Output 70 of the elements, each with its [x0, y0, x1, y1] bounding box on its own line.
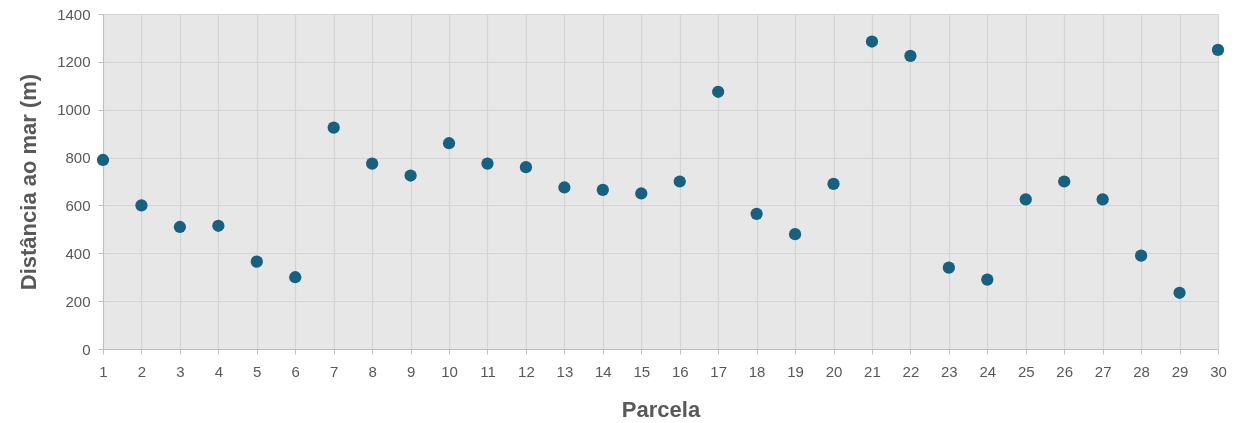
point — [1211, 43, 1225, 56]
x-tick-label: 29 — [1171, 362, 1189, 380]
x-tick-label: 22 — [902, 362, 920, 380]
y-tick-label: 1000 — [57, 101, 91, 119]
x-tick-label: 3 — [176, 362, 185, 380]
x-tick-label: 4 — [214, 362, 224, 380]
point — [250, 255, 263, 268]
x-tick-label: 14 — [594, 362, 612, 380]
x-tick-label: 27 — [1094, 362, 1112, 380]
point — [827, 177, 840, 190]
x-tick-label: 17 — [710, 362, 728, 380]
point — [712, 85, 725, 98]
point — [981, 273, 994, 286]
point — [904, 49, 917, 62]
point — [1019, 193, 1032, 206]
point — [942, 261, 955, 274]
point — [673, 175, 686, 188]
x-tick-label: 26 — [1056, 362, 1074, 380]
x-tick-label: 25 — [1017, 362, 1035, 380]
point — [1134, 249, 1148, 262]
x-tick-label: 6 — [291, 362, 300, 380]
y-tick-label: 1400 — [57, 5, 91, 23]
point — [750, 207, 763, 220]
x-tick-label: 7 — [330, 362, 339, 380]
point — [366, 157, 379, 170]
x-tick-label: 16 — [671, 362, 689, 380]
point — [1058, 175, 1071, 188]
x-tick-label: 24 — [979, 362, 997, 380]
x-tick-label: 18 — [748, 362, 766, 380]
y-tick-label: 800 — [65, 149, 91, 167]
point — [327, 121, 340, 134]
x-tick-label: 8 — [368, 362, 377, 380]
y-tick-label: 1200 — [57, 53, 91, 71]
x-tick-label: 28 — [1133, 362, 1150, 380]
x-tick-label: 23 — [941, 362, 958, 380]
x-tick-label: 2 — [137, 362, 147, 380]
point — [289, 271, 302, 284]
x-tick-label: 10 — [441, 362, 458, 380]
point — [519, 161, 533, 174]
y-tick-label: 0 — [82, 340, 91, 358]
point — [135, 199, 148, 212]
x-tick-label: 19 — [787, 362, 804, 380]
y-tick-label: 400 — [65, 244, 91, 262]
x-tick-label: 15 — [633, 362, 651, 380]
y-axis-title: Distância ao mar (m) — [16, 73, 42, 291]
point — [404, 169, 417, 182]
x-tick-label: 12 — [518, 362, 535, 380]
point — [212, 219, 225, 232]
x-tick-label: 11 — [480, 362, 496, 380]
x-tick-label: 1 — [99, 362, 108, 380]
point — [96, 153, 110, 167]
point — [558, 181, 571, 194]
point — [442, 137, 456, 150]
point — [173, 220, 187, 234]
point — [865, 35, 879, 48]
x-tick-label: 20 — [825, 362, 843, 380]
point — [1096, 193, 1109, 206]
x-tick-label: 30 — [1210, 362, 1227, 380]
point — [1173, 286, 1186, 299]
x-axis-title: Parcela — [621, 396, 701, 422]
x-tick-label: 5 — [253, 362, 262, 380]
y-tick-label: 200 — [65, 292, 91, 310]
point — [596, 183, 609, 196]
x-tick-label: 9 — [406, 362, 416, 380]
point — [635, 187, 648, 200]
point — [481, 157, 494, 170]
x-tick-label: 13 — [556, 362, 574, 380]
point — [788, 228, 802, 241]
x-tick-label: 21 — [864, 362, 881, 380]
y-tick-label: 600 — [65, 196, 91, 214]
